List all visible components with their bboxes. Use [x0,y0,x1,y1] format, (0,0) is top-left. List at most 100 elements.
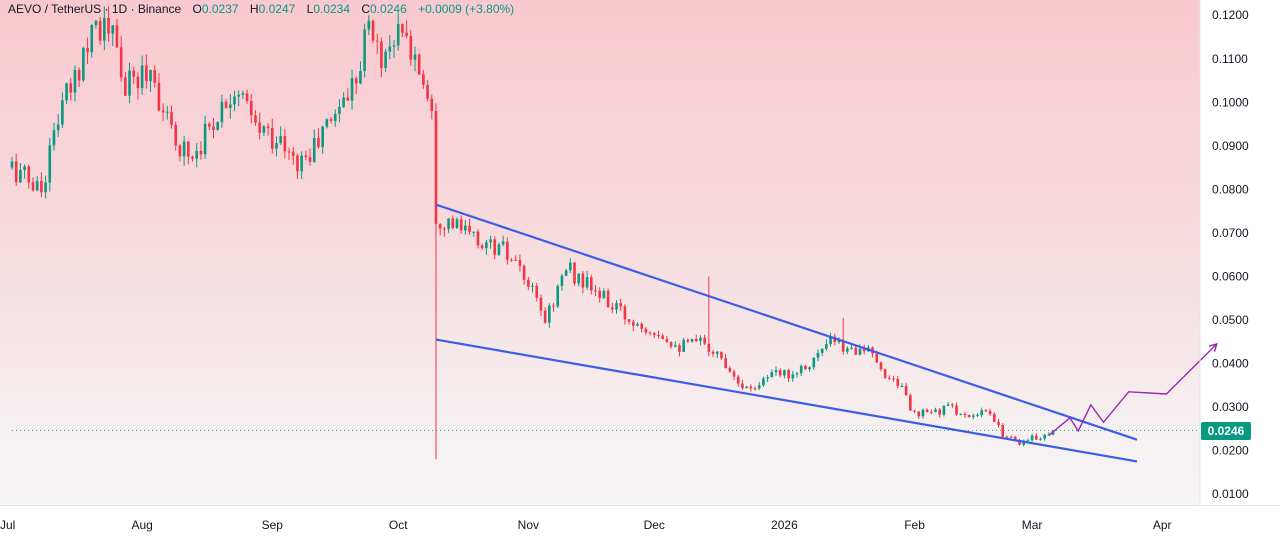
candle-body [942,405,946,415]
candle-body [371,20,375,41]
candle-body [254,115,257,123]
legend-high-value: 0.0247 [258,2,296,16]
candle-body [52,130,56,146]
candle-body [816,352,820,358]
x-tick-label: Mar [1022,518,1043,532]
candle-body [384,51,387,68]
candle-body [207,123,211,127]
candle-body [136,76,140,89]
candle-body [590,277,593,291]
candle-body [850,347,853,349]
candle-body [178,145,182,157]
candle-body [388,46,392,52]
candle-body [413,54,417,60]
candle-body [220,101,224,123]
candle-body [510,259,513,261]
candle-body [1026,440,1030,442]
candle-body [94,20,98,26]
candle-body [354,78,358,84]
candle-body [329,119,333,121]
x-tick-label: Aug [131,518,152,532]
trendlines [435,203,1138,463]
candle-body [531,285,534,287]
candle-body [342,97,345,107]
candle-body [602,290,606,298]
candle-body [770,372,774,378]
candle-body [808,367,811,370]
candle-body [35,180,39,191]
candle-body [115,25,119,48]
candle-body [556,285,560,307]
x-tick-label: Jul [0,518,15,532]
candle-body [753,388,757,390]
last-price-badge: 0.0246 [1201,421,1251,440]
candle-body [485,242,488,249]
candle-body [900,386,904,388]
candle-body [506,241,509,260]
candle-body [699,337,702,341]
candle-body [652,333,656,335]
candle-body [657,334,660,336]
candle-body [837,340,841,343]
candle-body [480,245,484,249]
candle-body [119,47,123,78]
candle-body [841,340,845,352]
candle-body [1030,435,1034,441]
candle-body [967,415,971,417]
candle-body [581,273,585,288]
candle-body [799,365,803,374]
candle-body [661,335,664,340]
candle-body [464,225,467,231]
candle-body [518,260,522,266]
candle-body [527,279,530,287]
candle-body [577,273,581,284]
candle-body [669,342,673,347]
candle-body [938,409,942,415]
candles [10,6,1055,460]
candle-body [573,262,576,284]
candle-body [976,415,979,417]
candle-body [951,404,954,406]
candle-body [73,70,77,93]
candle-body [455,219,459,228]
candle-body [262,126,266,133]
candle-body [829,336,832,345]
y-tick-label: 0.0800 [1212,182,1249,196]
candle-body [598,290,602,298]
candle-body [56,124,60,131]
legend-low-label: L [306,2,314,16]
candle-body [913,410,916,412]
candle-body [892,378,895,380]
candle-body [560,275,564,286]
projection-path [1048,343,1218,436]
candle-body [875,353,879,363]
y-tick-label: 0.0300 [1212,400,1249,414]
x-tick-label: Oct [389,518,408,532]
candle-body [930,411,933,413]
candle-body [195,150,199,159]
candle-body [606,290,610,308]
candle-body [338,106,341,114]
candle-body [65,83,68,101]
legend: AEVO / TetherUS · 1D · Binance O0.0237 H… [8,2,514,16]
candle-body [636,323,639,326]
candle-body [594,290,597,292]
candle-body [61,100,64,125]
candle-body [48,145,52,183]
legend-close-label: C [361,2,371,16]
candle-body [909,395,912,411]
candle-body [1043,434,1046,439]
x-tick-label: Dec [644,518,665,532]
candle-body [443,228,446,230]
candle-body [972,415,975,417]
candle-body [451,218,455,228]
legend-low-value: 0.0234 [313,2,351,16]
candle-body [23,166,26,170]
candle-body [300,155,303,172]
candle-body [778,370,782,376]
candle-body [501,241,505,245]
candle-body [187,141,190,157]
candle-body [493,239,497,255]
y-tick-label: 0.1000 [1212,95,1249,109]
